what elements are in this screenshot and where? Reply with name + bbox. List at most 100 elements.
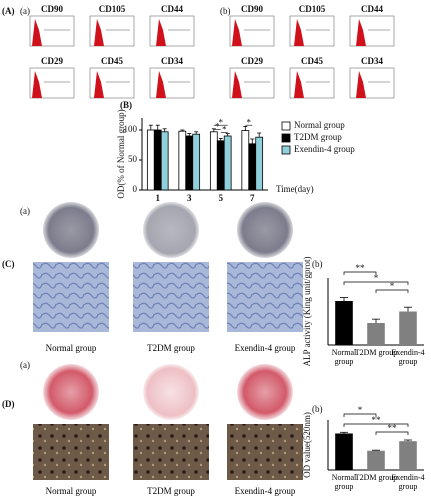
sig-label: * <box>219 117 224 127</box>
histogram-peak <box>294 71 304 98</box>
x-tick-label: 5 <box>219 193 224 203</box>
sig-bracket <box>343 271 377 275</box>
legend-swatch <box>281 133 291 143</box>
legend-label: Exendin-4 group <box>294 144 355 154</box>
sig-label: ** <box>388 423 398 433</box>
histogram-peak <box>94 71 104 98</box>
well-image <box>143 364 199 420</box>
bar <box>185 135 194 191</box>
marker-label: CD105 <box>99 4 126 14</box>
bar <box>153 129 162 191</box>
x-tick-label: T2DM group <box>354 473 398 482</box>
x-tick-label: Normal group <box>331 348 357 366</box>
well-image <box>143 202 199 258</box>
x-tick-label: 1 <box>156 193 161 203</box>
histogram-peak <box>32 19 42 46</box>
x-tick-label: T2DM group <box>354 348 398 357</box>
sig-bracket <box>375 431 409 435</box>
histogram-frame <box>149 67 195 99</box>
bar <box>399 441 417 470</box>
x-tick-label: Exendin-4 group <box>391 473 425 491</box>
histogram-frame <box>349 15 395 47</box>
bar <box>209 131 218 191</box>
bar <box>178 130 187 191</box>
micrograph <box>133 424 209 480</box>
histogram-peak <box>294 19 304 46</box>
histogram-peak <box>156 71 166 98</box>
legend-swatch <box>281 121 291 131</box>
sig-bracket <box>343 413 377 417</box>
marker-label: CD90 <box>241 4 263 14</box>
histogram-frame <box>89 67 135 99</box>
marker-label: CD45 <box>301 56 323 66</box>
subpanel-label: (a) <box>20 360 30 370</box>
micrograph <box>133 262 209 332</box>
histogram-frame <box>89 15 135 47</box>
marker-label: CD44 <box>161 4 183 14</box>
x-tick-label: Normal group <box>331 473 357 491</box>
well-image <box>43 364 99 420</box>
sig-label: * <box>222 124 227 134</box>
subpanel-label: (a) <box>20 6 30 16</box>
marker-label: CD105 <box>299 4 326 14</box>
marker-label: CD90 <box>41 4 63 14</box>
group-label: Exendin-4 group <box>234 486 296 496</box>
y-tick-label: 50 <box>128 154 138 164</box>
group-label: Normal group <box>45 343 97 353</box>
panel-label: (D) <box>2 399 15 409</box>
histogram-frame <box>229 15 275 47</box>
histogram-peak <box>356 19 366 46</box>
sig-label: * <box>358 405 363 415</box>
bar <box>367 322 385 345</box>
histogram-peak <box>32 71 42 98</box>
bar <box>335 433 353 470</box>
y-axis-label: OD(% of Normal group) <box>116 109 126 198</box>
bar <box>399 311 417 345</box>
histogram-frame <box>229 67 275 99</box>
bar <box>367 450 385 470</box>
y-axis-label: OD value(520nm) <box>302 412 312 478</box>
sig-label: ** <box>356 263 366 273</box>
histogram-peak <box>232 19 242 46</box>
panel-label: (C) <box>2 259 15 269</box>
bar <box>223 135 232 191</box>
micrograph <box>227 262 303 332</box>
legend-swatch <box>281 145 291 155</box>
histogram-frame <box>29 67 75 99</box>
histogram-peak <box>94 19 104 46</box>
histogram-frame <box>289 67 335 99</box>
marker-label: CD29 <box>241 56 263 66</box>
histogram-peak <box>356 71 366 98</box>
histogram-frame <box>289 15 335 47</box>
bar <box>255 136 264 191</box>
x-tick-label: 7 <box>250 193 255 203</box>
y-tick-label: 100 <box>124 124 138 134</box>
sig-label: * <box>390 281 395 291</box>
subpanel-label: (b) <box>312 259 323 269</box>
sig-bracket <box>343 423 409 427</box>
bar <box>241 130 250 191</box>
bar <box>192 133 201 191</box>
well-image <box>43 202 99 258</box>
marker-label: CD45 <box>101 56 123 66</box>
histogram-frame <box>149 15 195 47</box>
micrograph <box>33 262 109 332</box>
legend-label: Normal group <box>294 120 345 130</box>
panel-label: (A) <box>2 6 15 16</box>
marker-label: CD29 <box>41 56 63 66</box>
histogram-frame <box>349 67 395 99</box>
sig-label: * <box>374 273 379 283</box>
bar <box>146 129 155 191</box>
marker-label: CD34 <box>361 56 383 66</box>
bar <box>160 131 169 191</box>
sig-bracket <box>343 281 409 285</box>
marker-label: CD34 <box>161 56 183 66</box>
group-label: T2DM group <box>147 486 195 496</box>
well-image <box>237 364 293 420</box>
bar <box>335 300 353 345</box>
group-label: Normal group <box>45 486 97 496</box>
subpanel-label: (b) <box>312 404 323 414</box>
bar <box>216 140 225 191</box>
